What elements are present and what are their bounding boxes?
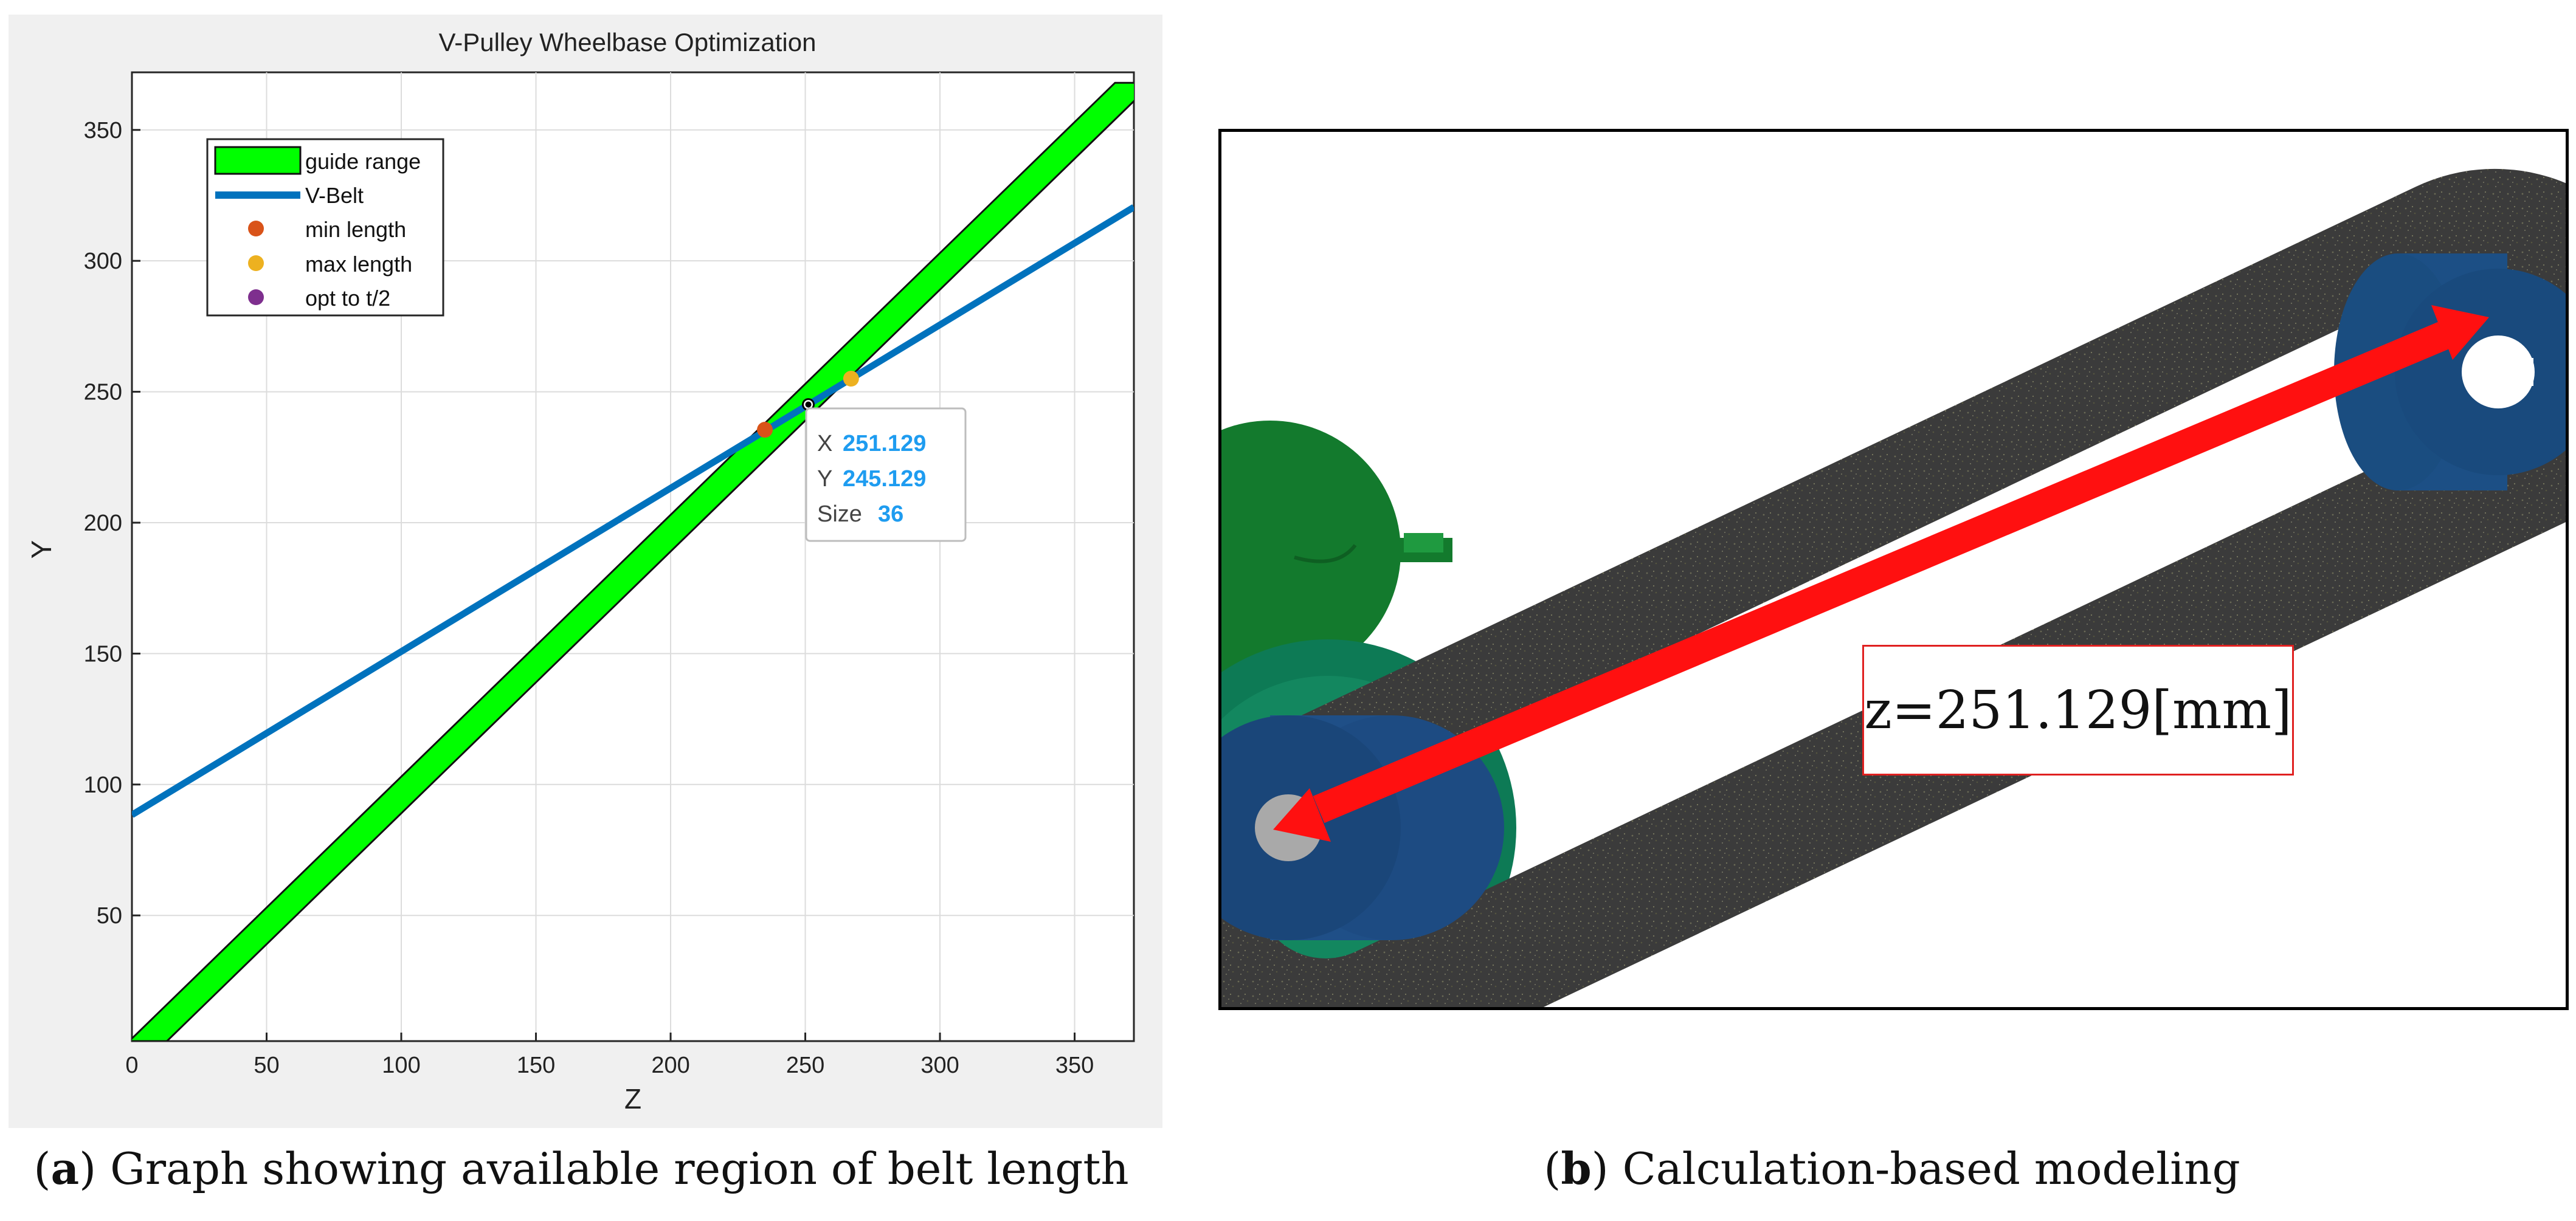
series-marks (132, 81, 1134, 1041)
x-tick-label: 250 (786, 1053, 824, 1078)
green-bracket (1221, 421, 1452, 682)
datatip-x-label: X (817, 431, 832, 456)
legend-label-min-length: min length (305, 217, 406, 242)
x-tick-label: 100 (382, 1053, 420, 1078)
datatip-y-value: 245.129 (843, 466, 926, 492)
datatip-size-value: 36 (878, 501, 903, 527)
caption-a: (a) Graph showing available region of be… (33, 1143, 1129, 1194)
legend-label-opt-to-t2: opt to t/2 (305, 286, 390, 311)
caption-a-text: Graph showing available region of belt l… (96, 1143, 1129, 1194)
caption-b-text: Calculation-based modeling (1608, 1143, 2240, 1194)
series-v-belt (132, 204, 1134, 818)
chart-title: V-Pulley Wheelbase Optimization (439, 28, 817, 57)
legend-label-guide-range: guide range (305, 149, 421, 174)
v-belt-loop (1221, 168, 2566, 1007)
y-tick-label: 100 (84, 772, 122, 798)
datatip-box (805, 407, 967, 542)
x-tick-label: 200 (651, 1053, 689, 1078)
legend-label-v-belt: V-Belt (305, 183, 364, 208)
model-render-frame: z=251.129[mm] (1218, 129, 2569, 1010)
y-tick-label: 150 (84, 641, 122, 667)
y-tick-label: 50 (97, 903, 122, 929)
large-pulley (2334, 253, 2566, 490)
caption-a-letter: a (50, 1143, 80, 1194)
datatip[interactable]: X 251.129 Y 245.129 Size 36 (805, 407, 967, 542)
datatip-x-value: 251.129 (843, 431, 926, 456)
datatip-size-label: Size (817, 501, 862, 527)
distance-arrow (1273, 305, 2489, 842)
x-tick-label: 350 (1055, 1053, 1094, 1078)
x-tick-label: 150 (517, 1053, 555, 1078)
small-pulley (1221, 715, 1504, 940)
x-tick-label: 300 (920, 1053, 959, 1078)
y-tick-label: 250 (84, 380, 122, 405)
y-axis-label: Y (26, 540, 57, 559)
chart-panel: V-Pulley Wheelbase Optimization 0 50 100 15… (9, 15, 1162, 1128)
caption-b: (b) Calculation-based modeling (1544, 1143, 2240, 1194)
x-tick-label: 50 (254, 1053, 279, 1078)
x-tick-labels: 0 50 100 150 200 250 300 350 (125, 1053, 1094, 1078)
x-axis-label: Z (624, 1083, 641, 1115)
point-max-length (843, 371, 859, 387)
series-guide-range (132, 81, 1134, 1041)
datatip-y-label: Y (817, 466, 832, 492)
chart-figure: V-Pulley Wheelbase Optimization 0 50 100 15… (26, 28, 1135, 1115)
distance-label: z=251.129[mm] (1864, 679, 2292, 741)
y-tick-label: 300 (84, 249, 122, 274)
point-min-length (757, 422, 773, 438)
legend-swatch-max-length (248, 255, 264, 271)
legend: guide range V-Belt min length max length… (206, 138, 444, 317)
legend-swatch-min-length (248, 221, 264, 236)
y-tick-label: 200 (84, 511, 122, 536)
distance-label-box: z=251.129[mm] (1862, 645, 2294, 776)
y-tick-labels: 50 100 150 200 250 300 350 (84, 118, 122, 929)
legend-label-max-length: max length (305, 252, 412, 277)
legend-swatch-opt-to-t2 (248, 289, 264, 305)
y-tick-label: 350 (84, 118, 122, 143)
point-opt-to-t-2 (805, 401, 812, 408)
legend-swatch-guide-range (214, 146, 302, 175)
caption-b-letter: b (1561, 1143, 1592, 1194)
pulley-belt-model (1221, 168, 2566, 1007)
x-tick-label: 0 (125, 1053, 138, 1078)
